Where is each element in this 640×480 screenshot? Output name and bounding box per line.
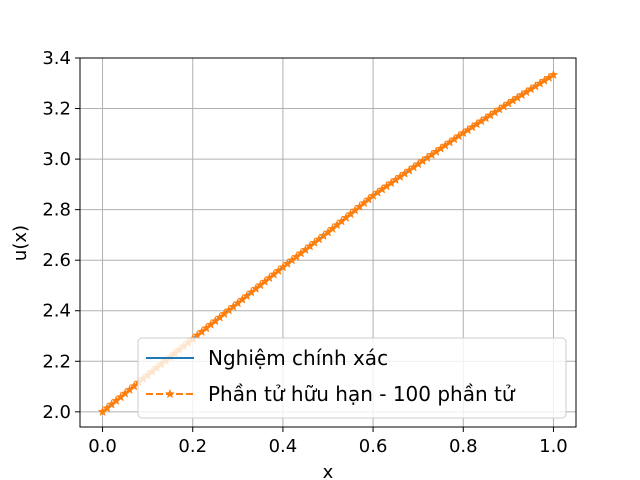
legend-label: Nghiệm chính xác bbox=[208, 346, 388, 370]
x-tick-label: 0.6 bbox=[359, 436, 388, 457]
x-tick-label: 0.4 bbox=[269, 436, 298, 457]
legend-swatch-marker bbox=[165, 388, 175, 399]
ticks: 0.0 0.2 0.4 0.6 0.8 1.0 2.0 2.2 2.4 2.6 2.8 3.0 3.2 3… bbox=[42, 48, 567, 457]
y-axis-label: u(x) bbox=[10, 225, 31, 261]
series-2 bbox=[97, 69, 559, 417]
y-tick-label: 2.2 bbox=[42, 351, 71, 372]
plot-frame bbox=[79, 57, 577, 428]
x-tick-label: 0.8 bbox=[449, 436, 478, 457]
y-tick-label: 3.2 bbox=[42, 99, 71, 120]
y-tick-label: 2.6 bbox=[42, 250, 71, 271]
y-tick-label: 3.4 bbox=[42, 48, 71, 69]
series-layer bbox=[97, 69, 559, 417]
x-tick-label: 0.2 bbox=[178, 436, 207, 457]
x-axis-label: x bbox=[323, 462, 334, 480]
x-tick-label: 1.0 bbox=[539, 436, 568, 457]
data-point bbox=[548, 69, 559, 80]
legend: Nghiệm chính xác Phần tử hữu hạn - 100 ph… bbox=[137, 337, 567, 419]
x-tick-label: 0.0 bbox=[88, 436, 117, 457]
y-tick-label: 2.0 bbox=[42, 402, 71, 423]
y-tick-label: 2.4 bbox=[42, 301, 71, 322]
legend-label: Phần tử hữu hạn - 100 phần tử bbox=[208, 382, 516, 406]
legend-box bbox=[137, 337, 567, 419]
y-tick-label: 3.0 bbox=[42, 149, 71, 170]
y-tick-label: 2.8 bbox=[42, 200, 71, 221]
